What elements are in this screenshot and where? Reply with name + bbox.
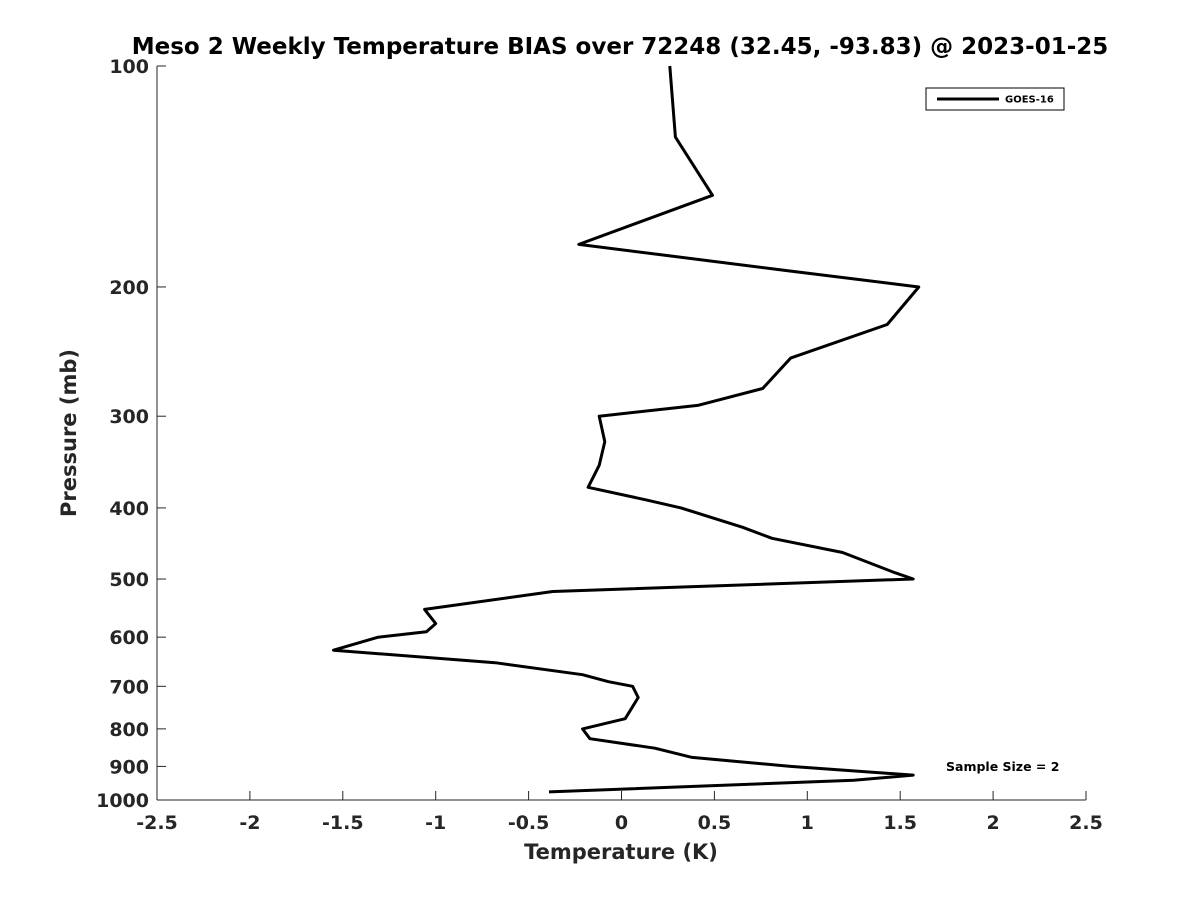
x-tick-label: 2.5 bbox=[1069, 812, 1103, 834]
y-axis-label: Pressure (mb) bbox=[57, 349, 81, 517]
legend: GOES-16 bbox=[925, 87, 1065, 111]
y-tick-label: 900 bbox=[109, 756, 149, 778]
series-layer bbox=[332, 65, 921, 794]
x-tick-label: 1 bbox=[801, 812, 814, 834]
x-tick-label: -2.5 bbox=[136, 812, 178, 834]
x-tick-label: -0.5 bbox=[508, 812, 550, 834]
y-tick-label: 1000 bbox=[96, 790, 149, 812]
y-tick-label: 700 bbox=[109, 676, 149, 698]
sample-size-annotation: Sample Size = 2 bbox=[946, 759, 1059, 774]
y-tick-label: 800 bbox=[109, 719, 149, 741]
y-tick-label: 300 bbox=[109, 406, 149, 428]
chart-title: Meso 2 Weekly Temperature BIAS over 7224… bbox=[132, 34, 1109, 60]
legend-label-goes-16: GOES-16 bbox=[1005, 95, 1054, 106]
x-ticks: -2.5 -2 -1.5 -1 -0.5 0 0.5 1 1.5 2 2.5 bbox=[136, 791, 1103, 834]
y-tick-label: 400 bbox=[109, 498, 149, 520]
x-tick-label: 1.5 bbox=[883, 812, 917, 834]
x-tick-label: 2 bbox=[986, 812, 999, 834]
y-tick-label: 100 bbox=[109, 56, 149, 78]
x-tick-label: -1.5 bbox=[322, 812, 364, 834]
y-tick-label: 500 bbox=[109, 569, 149, 591]
y-tick-label: 200 bbox=[109, 277, 149, 299]
x-tick-label: 0 bbox=[615, 812, 628, 834]
x-axis-label: Temperature (K) bbox=[524, 840, 718, 864]
x-tick-label: -2 bbox=[239, 812, 260, 834]
y-tick-label: 600 bbox=[109, 627, 149, 649]
x-tick-label: -1 bbox=[425, 812, 446, 834]
y-ticks: 100 200 300 400 500 600 700 800 900 1000 bbox=[96, 56, 166, 812]
series-line-goes-16 bbox=[332, 65, 921, 794]
x-tick-label: 0.5 bbox=[698, 812, 732, 834]
